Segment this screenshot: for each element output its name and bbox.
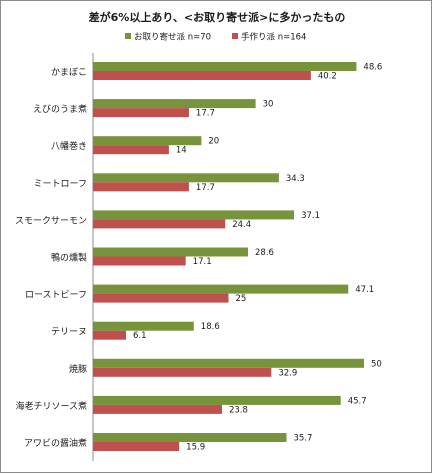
data-label: 37.1 <box>301 211 320 221</box>
bar-takeout <box>93 247 249 257</box>
legend: お取り寄せ派 n=70 手作り派 n=164 <box>125 32 306 43</box>
bar-homemade <box>93 442 180 451</box>
category-group: ミートローフ 34.3 17.7 <box>34 173 305 193</box>
data-label: 40.2 <box>318 72 337 82</box>
data-label: 32.9 <box>278 368 297 378</box>
category-label: 八幡巻き <box>51 140 87 152</box>
bar-takeout <box>93 99 256 109</box>
data-label: 17.7 <box>196 109 215 119</box>
category-group: 鴨の燻製 28.6 17.1 <box>51 247 274 267</box>
data-label: 28.6 <box>255 248 274 258</box>
bar-homemade <box>93 145 169 155</box>
data-label: 25 <box>236 294 247 304</box>
data-label: 50 <box>371 359 382 369</box>
category-group: スモークサーモン 37.1 24.4 <box>15 210 320 230</box>
bar-homemade <box>93 108 189 118</box>
category-label: えびのうま煮 <box>33 104 87 115</box>
data-label: 20 <box>208 137 219 147</box>
data-label: 45.7 <box>348 396 367 406</box>
bar-homemade <box>93 330 127 340</box>
legend-swatch-takeout <box>125 33 131 39</box>
bar-homemade <box>93 293 229 303</box>
bar-takeout <box>93 210 295 220</box>
data-label: 23.8 <box>229 405 248 415</box>
data-label: 6.1 <box>133 331 147 341</box>
data-label: 30 <box>263 100 274 110</box>
category-label: 海老チリソース煮 <box>15 400 87 412</box>
category-label: スモークサーモン <box>15 215 87 226</box>
bar-takeout <box>93 173 279 183</box>
category-group: アワビの醤油煮 35.7 15.9 <box>24 433 312 453</box>
bar-takeout <box>93 62 357 71</box>
category-label: かまぼこ <box>51 67 87 78</box>
data-label: 24.4 <box>232 220 251 230</box>
bar-takeout <box>93 136 202 146</box>
data-label: 17.1 <box>193 257 212 267</box>
category-group: 海老チリソース煮 45.7 23.8 <box>15 395 367 415</box>
legend-label-takeout: お取り寄せ派 n=70 <box>134 32 211 43</box>
bar-takeout <box>93 284 349 294</box>
bar-homemade <box>93 404 222 414</box>
category-label: 焼豚 <box>69 364 87 375</box>
category-label: 鴨の燻製 <box>51 252 87 264</box>
bar-homemade <box>93 219 226 229</box>
bar-homemade <box>93 182 189 192</box>
bar-homemade <box>93 71 311 80</box>
category-group: ローストビーフ 47.1 25 <box>25 284 374 304</box>
category-group: テリーヌ 18.6 6.1 <box>51 321 220 341</box>
bar-takeout <box>93 358 364 368</box>
category-group: かまぼこ 48.6 40.2 <box>51 62 382 82</box>
category-label: ローストビーフ <box>25 290 87 301</box>
data-label: 18.6 <box>201 322 220 332</box>
category-group: えびのうま煮 30 17.7 <box>33 99 273 119</box>
category-group: 焼豚 50 32.9 <box>69 358 382 378</box>
category-label: アワビの醤油煮 <box>24 437 87 449</box>
bar-homemade <box>93 367 272 377</box>
legend-label-homemade: 手作り派 n=164 <box>241 32 306 43</box>
category-group: 八幡巻き 20 14 <box>51 136 219 156</box>
data-label: 35.7 <box>293 434 312 444</box>
bar-homemade <box>93 256 186 266</box>
category-label: テリーヌ <box>51 327 87 338</box>
data-label: 17.7 <box>196 183 215 193</box>
bar-takeout <box>93 433 287 442</box>
bar-takeout <box>93 321 194 331</box>
data-label: 15.9 <box>186 443 205 453</box>
bar-takeout <box>93 395 341 405</box>
category-label: ミートローフ <box>34 179 87 189</box>
data-label: 14 <box>176 146 187 156</box>
legend-swatch-homemade <box>232 33 238 39</box>
data-label: 34.3 <box>286 174 305 184</box>
plot-area: かまぼこ 48.6 40.2 えびのうま煮 30 17.7 八幡巻き 20 14 ミートローフ 34… <box>15 62 382 453</box>
data-label: 48.6 <box>363 63 382 73</box>
chart-title: 差が6%以上あり、<お取り寄せ派>に多かったもの <box>89 10 346 24</box>
data-label: 47.1 <box>355 285 374 295</box>
